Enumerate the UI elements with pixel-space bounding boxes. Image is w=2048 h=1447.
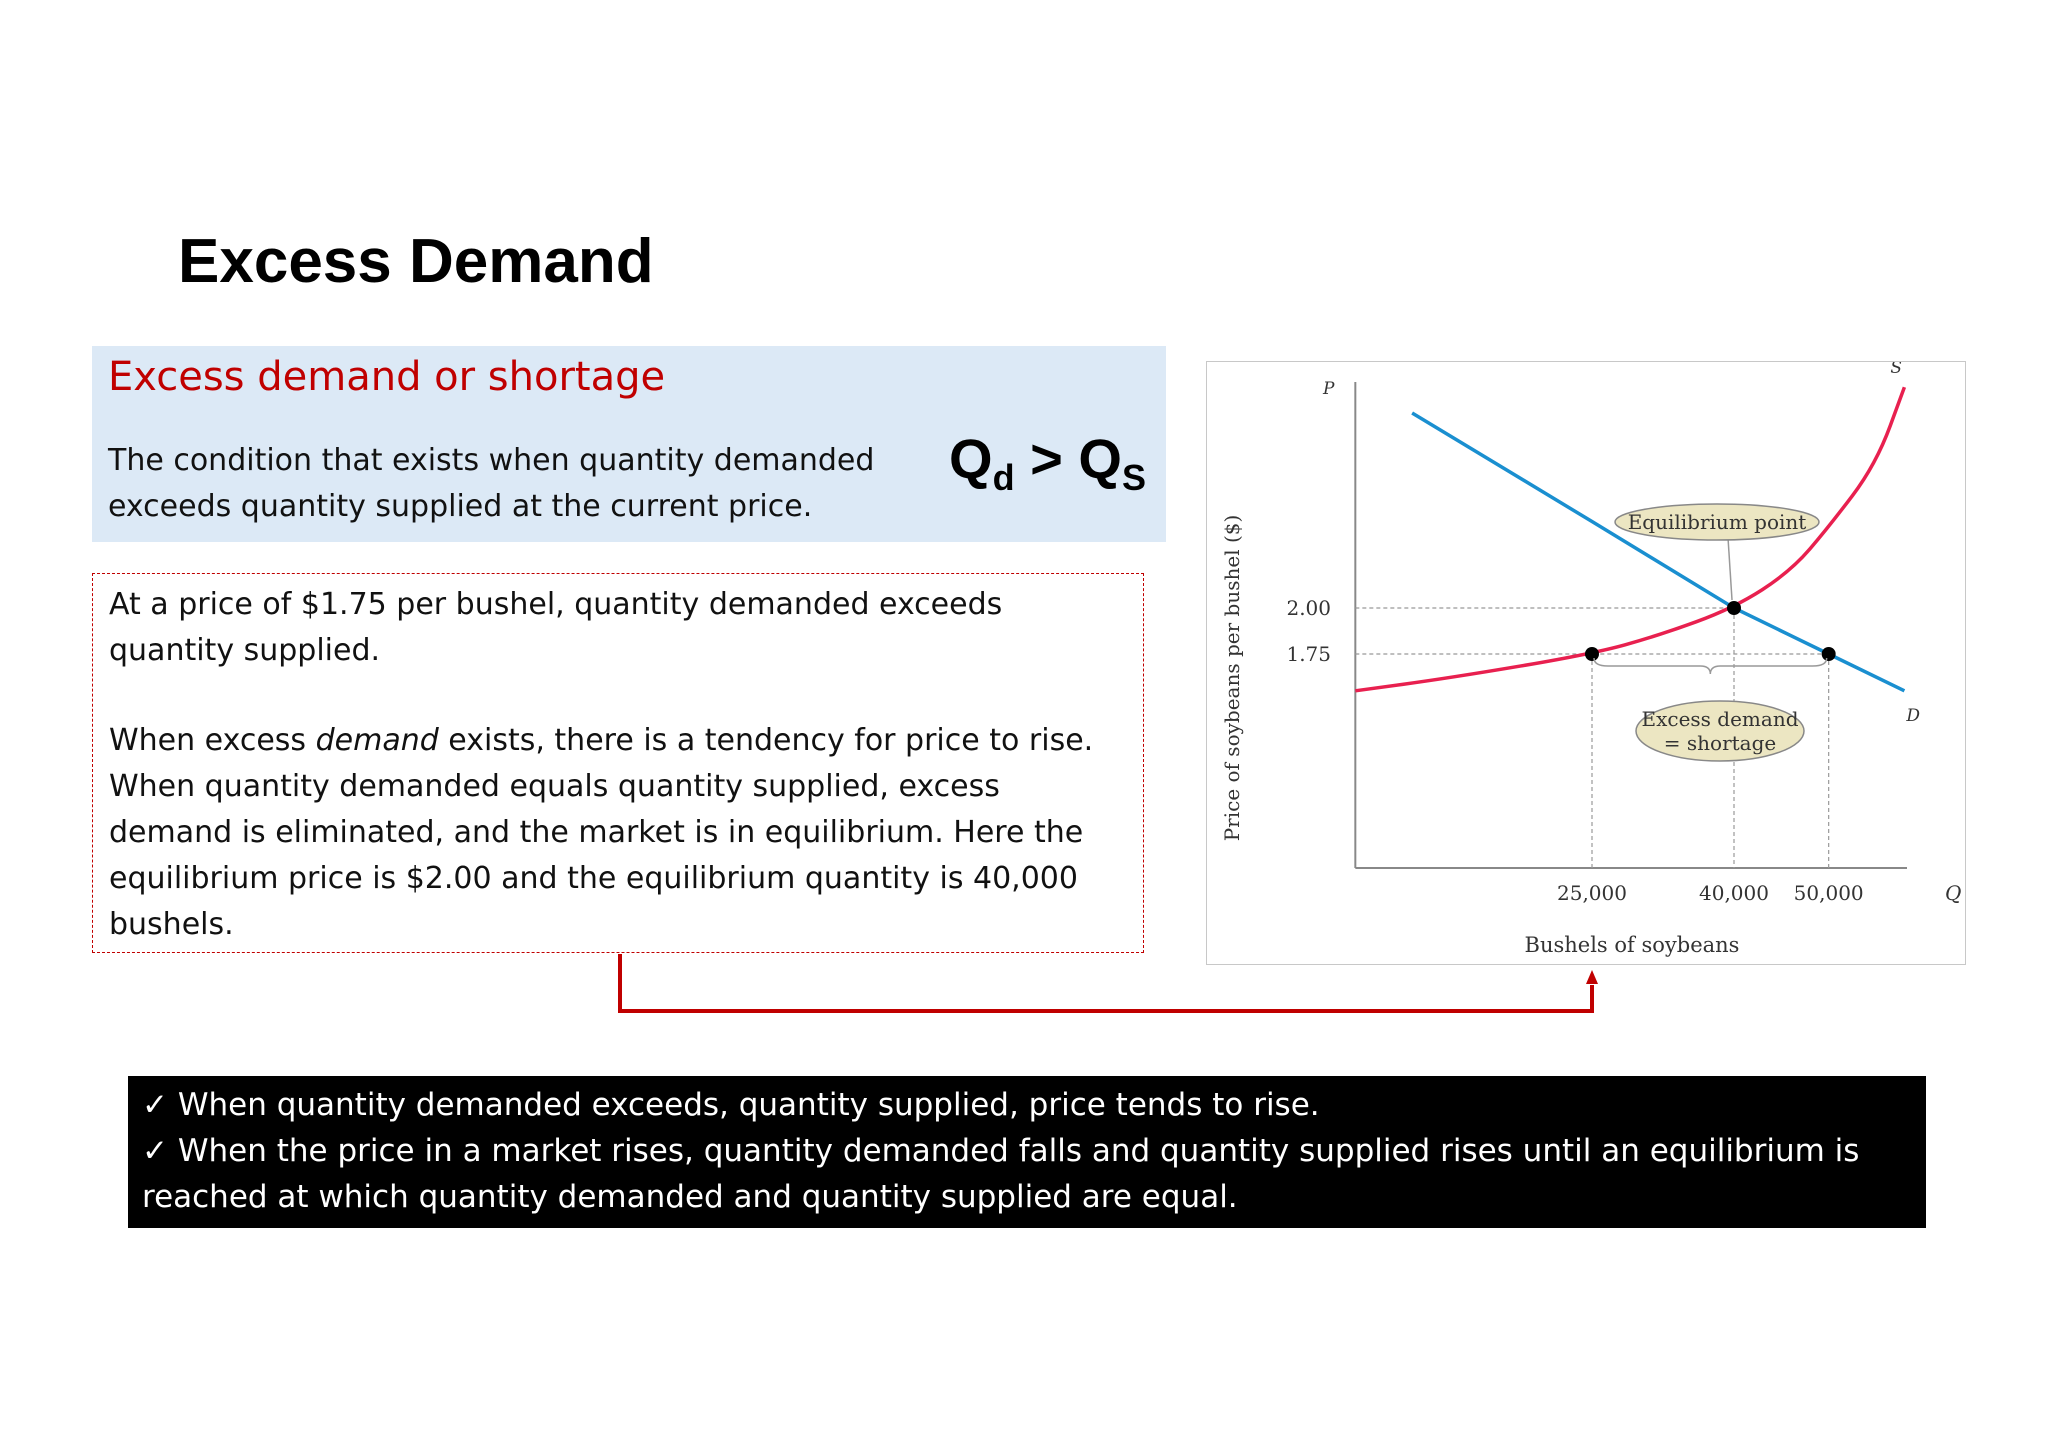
- summary-point-2: ✓ When the price in a market rises, quan…: [142, 1128, 1912, 1220]
- para2-emphasis: demand: [315, 723, 439, 758]
- connector-arrowhead: [1586, 970, 1598, 984]
- data-point: [1727, 601, 1741, 615]
- formula-qd-greater-qs: Qd > QS: [949, 426, 1146, 499]
- equilibrium-callout-text: Equilibrium point: [1628, 510, 1807, 534]
- explanation-box: At a price of $1.75 per bushel, quantity…: [92, 573, 1144, 953]
- formula-qs-base: Q: [1078, 427, 1122, 490]
- shortage-callout-bubble: [1635, 700, 1805, 762]
- x-tick-label: 25,000: [1557, 881, 1627, 905]
- para2-after: exists, there is a tendency for price to…: [109, 723, 1094, 942]
- data-point: [1585, 647, 1599, 661]
- chart-axes: [1354, 382, 1907, 869]
- y-axis-symbol: P: [1322, 379, 1335, 399]
- data-point: [1821, 647, 1836, 661]
- definition-text: The condition that exists when quantity …: [108, 443, 875, 524]
- chart-labels: P Q Price of soybeans per bushel ($) Bushel…: [1220, 362, 1961, 957]
- slide-title: Excess Demand: [178, 227, 654, 296]
- y-tick-label: 2.00: [1286, 596, 1331, 620]
- chart-marks: [1585, 503, 1836, 762]
- shortage-brace: [1593, 657, 1828, 675]
- supply-demand-chart: P Q Price of soybeans per bushel ($) Bushel…: [1220, 362, 1961, 957]
- y-tick-label: 1.75: [1286, 642, 1331, 666]
- para2-before: When excess: [109, 723, 316, 758]
- summary-box: ✓ When quantity demanded exceeds, quanti…: [128, 1076, 1926, 1228]
- curve-s: [1355, 386, 1907, 693]
- x-axis-label: Bushels of soybeans: [1525, 933, 1740, 957]
- x-tick-label: 50,000: [1794, 881, 1864, 905]
- formula-operator: >: [1030, 427, 1063, 490]
- shortage-callout-line1: Excess demand: [1641, 707, 1798, 731]
- formula-qd-base: Q: [949, 427, 993, 490]
- y-axis-label: Price of soybeans per bushel ($): [1220, 515, 1244, 842]
- chart-curves: [1355, 386, 1907, 693]
- definition-term: Excess demand or shortage: [108, 354, 666, 400]
- equilibrium-callout-bubble: [1614, 503, 1820, 541]
- shortage-callout-line2: = shortage: [1664, 731, 1776, 755]
- x-axis-symbol: Q: [1945, 881, 1961, 905]
- check-icon: ✓: [142, 1087, 168, 1123]
- formula-qd-sub: d: [992, 457, 1015, 498]
- explanation-paragraph-2: When excess demand exists, there is a te…: [109, 718, 1129, 948]
- summary-point-1: ✓ When quantity demanded exceeds, quanti…: [142, 1082, 1912, 1128]
- explanation-paragraph-1: At a price of $1.75 per bushel, quantity…: [109, 587, 1003, 668]
- curve-label-d: D: [1905, 706, 1920, 726]
- definition-box: Excess demand or shortage The condition …: [92, 346, 1166, 542]
- summary-point-2-text: When the price in a market rises, quanti…: [142, 1133, 1860, 1215]
- check-icon: ✓: [142, 1133, 168, 1169]
- curve-label-s: S: [1890, 362, 1902, 378]
- summary-point-1-text: When quantity demanded exceeds, quantity…: [177, 1087, 1320, 1123]
- formula-qs-sub: S: [1121, 457, 1146, 498]
- x-tick-label: 40,000: [1699, 881, 1769, 905]
- chart-frame: P Q Price of soybeans per bushel ($) Bushel…: [1206, 361, 1966, 965]
